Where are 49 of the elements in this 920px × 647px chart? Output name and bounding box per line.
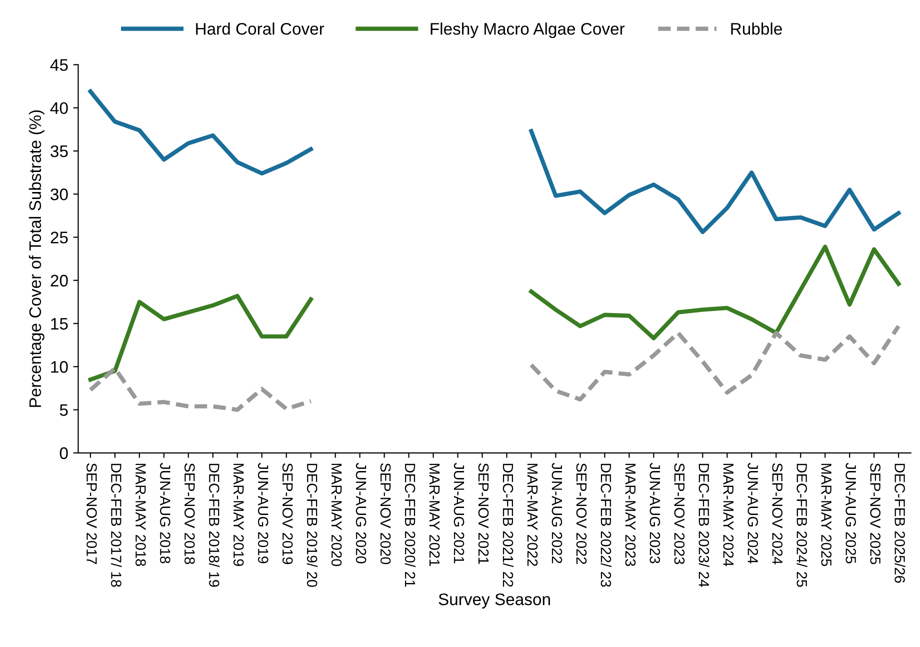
x-tick-label: SEP-NOV 2024 <box>772 463 783 564</box>
x-tick-label: JUN-AUG 2023 <box>650 462 660 564</box>
x-tick-label: DEC-FEB 2018/ 19 <box>208 464 220 587</box>
x-tick-label: MAR-MAY 2023 <box>625 464 636 566</box>
y-tick-label: 5 <box>60 404 68 416</box>
x-tick-label: MAR-MAY 2018 <box>136 464 146 566</box>
y-tick-label: 45 <box>50 59 68 71</box>
x-axis-title: Survey Season <box>438 593 550 609</box>
x-tick-label: DEC-FEB 2019/ 20 <box>306 464 318 587</box>
x-tick-label: JUN-AUG 2021 <box>454 462 464 564</box>
y-tick-label: 30 <box>50 188 68 200</box>
x-tick-label: SEP-NOV 2019 <box>282 463 293 564</box>
x-tick-label: MAR-MAY 2020 <box>331 464 342 566</box>
x-tick-label: JUN-AUG 2020 <box>356 462 366 564</box>
x-tick-label: DEC-FEB 2021/ 22 <box>502 464 514 587</box>
legend-label: Fleshy Macro Algae Cover <box>430 22 625 38</box>
x-tick-label: MAR-MAY 2024 <box>723 464 734 566</box>
x-tick-label: SEP-NOV 2020 <box>380 463 391 564</box>
y-tick-label: 0 <box>60 447 68 460</box>
x-tick-label: DEC-FEB 2020/ 21 <box>404 464 416 587</box>
x-tick-label: DEC-FEB 2017/ 18 <box>111 464 122 587</box>
x-tick-label: MAR-MAY 2025 <box>821 464 832 566</box>
x-tick-label: JUN-AUG 2022 <box>552 462 562 564</box>
legend-label: Rubble <box>731 22 782 35</box>
y-tick-label: 35 <box>50 145 68 158</box>
x-tick-label: JUN-AUG 2025 <box>846 462 856 564</box>
x-tick-label: JUN-AUG 2024 <box>748 462 758 564</box>
x-tick-label: DEC-FEB 2023/ 24 <box>698 464 710 588</box>
legend-label: Hard Coral Cover <box>196 22 324 35</box>
x-tick-label: SEP-NOV 2018 <box>184 463 195 564</box>
x-tick-label: JUN-AUG 2018 <box>160 462 170 564</box>
y-tick-label: 20 <box>50 274 68 287</box>
x-tick-label: JUN-AUG 2019 <box>258 462 268 564</box>
x-tick-label: DEC-FEB 2025/26 <box>894 464 906 583</box>
y-tick-label: 40 <box>50 102 68 114</box>
x-tick-label: MAR-MAY 2019 <box>233 464 244 566</box>
x-tick-label: MAR-MAY 2022 <box>527 464 538 566</box>
y-tick-label: 25 <box>50 232 68 244</box>
y-axis-title: Percentage Cover of Total Substrate (%) <box>28 110 44 407</box>
x-tick-label: MAR-MAY 2021 <box>429 464 440 566</box>
x-tick-label: SEP-NOV 2017 <box>86 463 97 564</box>
x-tick-label: SEP-NOV 2023 <box>674 463 685 564</box>
x-tick-label: SEP-NOV 2025 <box>870 463 880 564</box>
y-tick-label: 15 <box>51 318 68 330</box>
x-tick-label: SEP-NOV 2021 <box>478 463 489 564</box>
y-tick-label: 10 <box>51 361 68 373</box>
x-tick-label: DEC-FEB 2022/ 23 <box>600 464 612 587</box>
x-tick-label: SEP-NOV 2022 <box>576 463 587 564</box>
x-tick-label: DEC-FEB 2024/ 25 <box>796 464 808 587</box>
